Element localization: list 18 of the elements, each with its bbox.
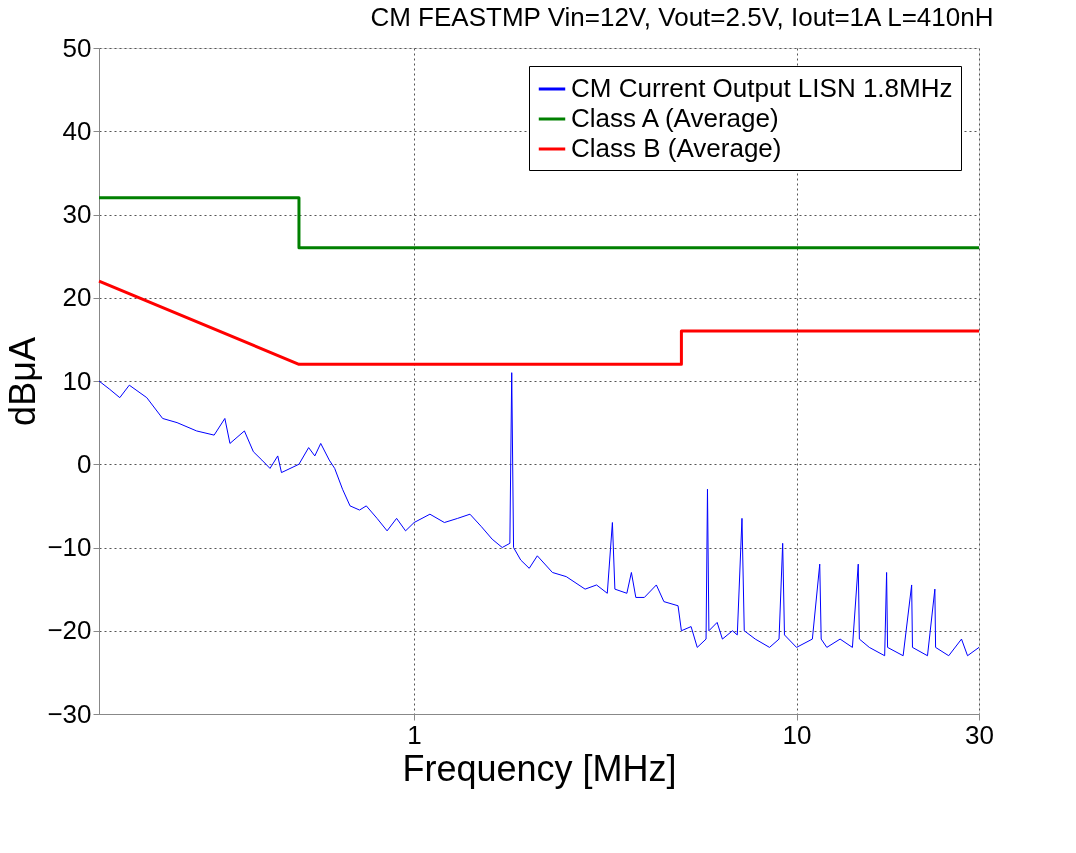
legend-label: CM Current Output LISN 1.8MHz xyxy=(571,73,953,103)
y-tick-label: −10 xyxy=(47,532,92,562)
legend-label: Class A (Average) xyxy=(571,103,779,133)
x-tick-label: 30 xyxy=(965,719,994,750)
y-tick-label: 10 xyxy=(62,365,92,396)
y-tick-label: 0 xyxy=(77,448,92,479)
chart-title: CM FEASTMP Vin=12V, Vout=2.5V, Iout=1A L=410nH xyxy=(370,2,994,32)
y-tick-label: 50 xyxy=(62,32,92,63)
y-tick-label: −20 xyxy=(47,615,92,646)
legend-label: Class B (Average) xyxy=(571,133,782,163)
y-tick-label: −30 xyxy=(47,698,92,729)
x-tick-label: 1 xyxy=(407,719,422,750)
x-tick-label: 10 xyxy=(782,719,812,750)
y-tick-label: 40 xyxy=(62,115,92,146)
y-tick-label: 20 xyxy=(62,282,92,313)
y-tick-label: 30 xyxy=(62,199,92,229)
y-axis-title: dBμA xyxy=(2,337,44,426)
x-axis-title: Frequency [MHz] xyxy=(402,747,677,789)
